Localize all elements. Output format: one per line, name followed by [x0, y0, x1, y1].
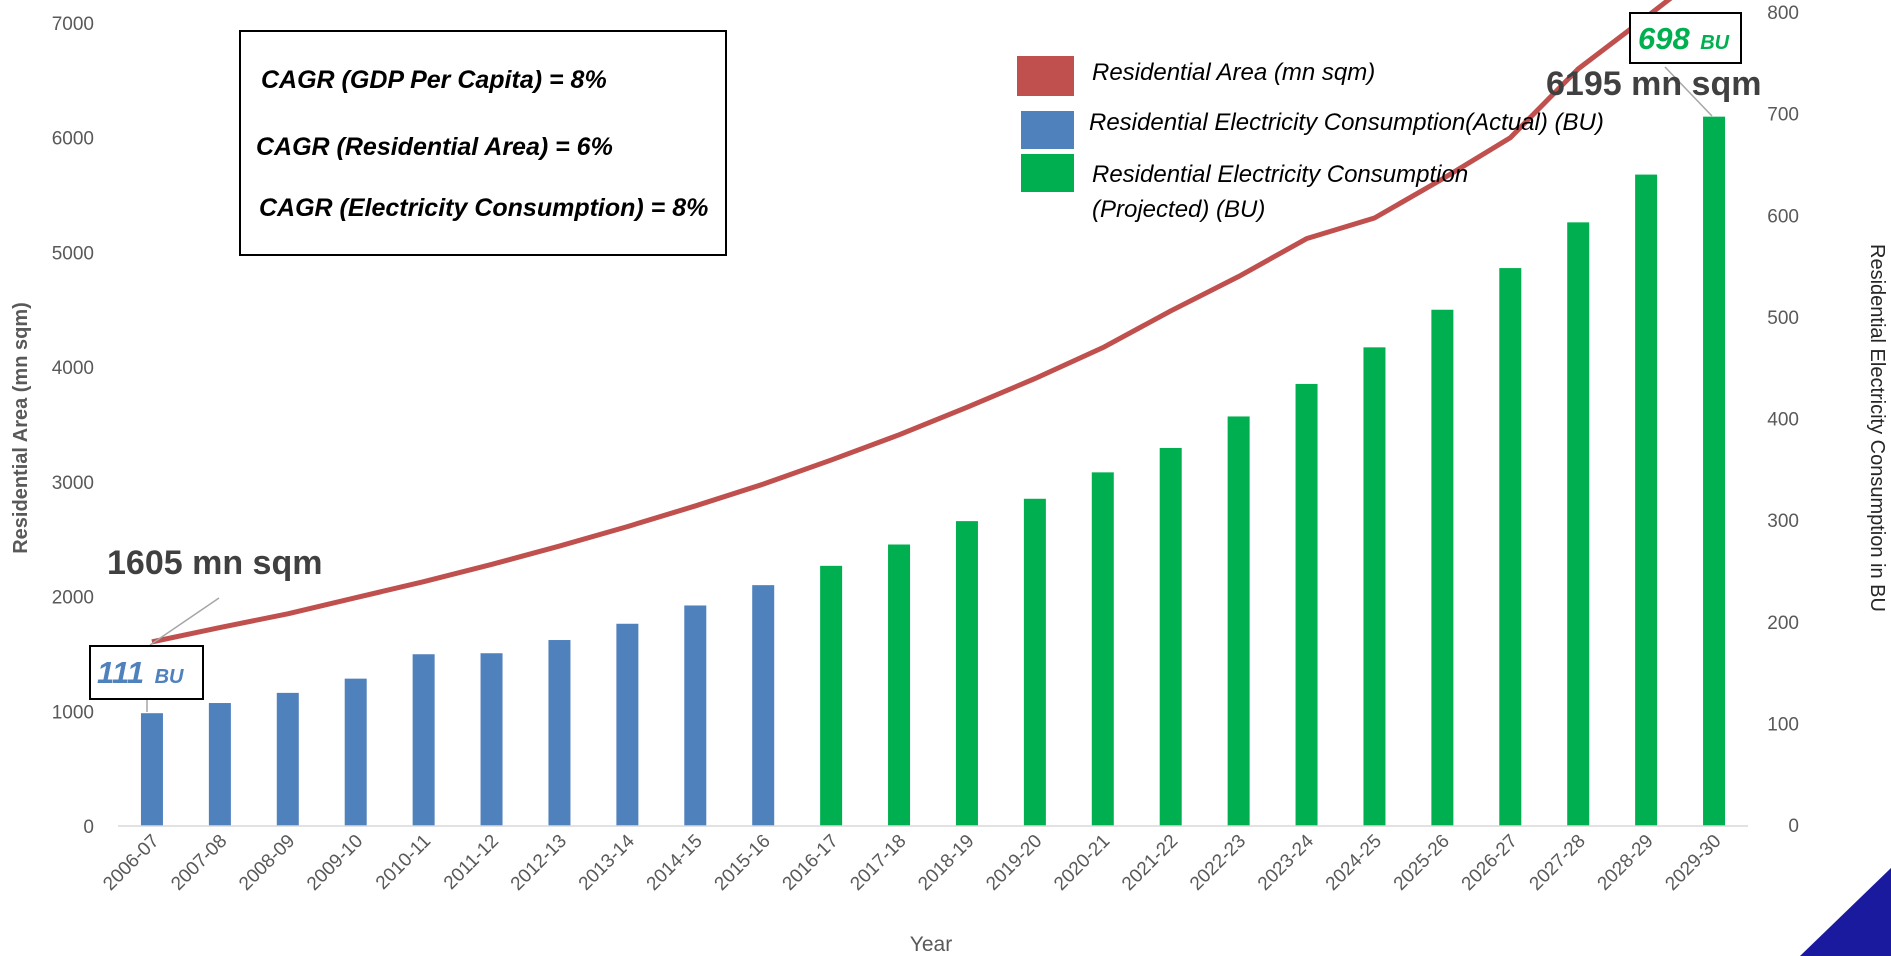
- residential-area-line: [151, 0, 1673, 645]
- bar-series: [140, 116, 1726, 827]
- x-tick-label: 2018-19: [914, 831, 978, 895]
- bar: [1703, 116, 1726, 827]
- y-tick-label: 7000: [52, 14, 94, 35]
- bar: [548, 640, 571, 826]
- x-tick-label: 2006-07: [99, 831, 163, 895]
- legend-swatch-actual: [1021, 111, 1074, 149]
- legend-label-projected-line2: (Projected) (BU): [1092, 196, 1265, 223]
- y-tick-label: 6000: [52, 129, 94, 150]
- bar: [1023, 498, 1046, 826]
- legend-label-projected-line1: Residential Electricity Consumption: [1092, 161, 1468, 188]
- y2-tick-label: 400: [1767, 410, 1799, 431]
- bar: [684, 605, 707, 826]
- bar: [1635, 174, 1658, 827]
- bar: [1295, 383, 1318, 826]
- legend-label-actual: Residential Electricity Consumption(Actu…: [1089, 109, 1604, 136]
- x-tick-label: 2022-23: [1186, 831, 1250, 895]
- x-tick-label: 2017-18: [846, 831, 910, 895]
- x-tick-label: 2016-17: [779, 831, 843, 895]
- y-axis-ticks: 0 1000 2000 3000 4000 5000 6000 7000: [52, 14, 94, 838]
- x-tick-label: 2019-20: [982, 831, 1046, 895]
- y2-tick-label: 800: [1767, 3, 1799, 24]
- x-tick-label: 2028-29: [1594, 831, 1658, 895]
- bar: [1091, 472, 1114, 826]
- end-bu-value: 698 BU: [1638, 21, 1730, 56]
- end-area-label: 6195 mn sqm: [1546, 65, 1761, 103]
- cagr-box-frame: [239, 30, 727, 256]
- y2-axis-title: Residential Electricity Consumption in B…: [1866, 244, 1888, 612]
- y2-tick-label: 100: [1767, 714, 1799, 735]
- bar: [820, 565, 843, 826]
- x-tick-label: 2023-24: [1254, 830, 1318, 894]
- y-tick-label: 3000: [52, 473, 94, 494]
- bar: [344, 678, 367, 826]
- bar: [1431, 309, 1454, 826]
- bar: [616, 623, 639, 826]
- x-tick-label: 2024-25: [1322, 831, 1386, 895]
- bar: [140, 713, 163, 826]
- bar: [955, 521, 978, 826]
- bar: [480, 653, 503, 826]
- x-tick-label: 2027-28: [1526, 831, 1590, 895]
- x-tick-label: 2015-16: [711, 831, 775, 895]
- y-axis-title: Residential Area (mn sqm): [10, 302, 32, 554]
- legend: Residential Area (mn sqm) Residential El…: [1017, 56, 1604, 223]
- y-tick-label: 4000: [52, 358, 94, 379]
- start-area-leader: [149, 597, 220, 646]
- legend-swatch-area: [1017, 56, 1074, 96]
- x-tick-label: 2014-15: [643, 831, 707, 895]
- y2-tick-label: 0: [1788, 816, 1799, 837]
- start-bu-value: 111 BU: [97, 655, 184, 690]
- y-tick-label: 1000: [52, 702, 94, 723]
- bar: [1363, 347, 1386, 826]
- x-tick-label: 2020-21: [1050, 831, 1114, 895]
- x-tick-label: 2025-26: [1390, 831, 1454, 895]
- bar: [1227, 416, 1250, 826]
- y-tick-label: 2000: [52, 588, 94, 609]
- bar: [752, 585, 775, 826]
- end-area-leader: [1664, 66, 1713, 117]
- bar: [1159, 447, 1182, 826]
- x-tick-label: 2011-12: [440, 831, 503, 894]
- corner-decoration: [1800, 868, 1891, 956]
- x-tick-label: 2010-11: [372, 831, 435, 894]
- bar: [888, 544, 911, 826]
- legend-label-area: Residential Area (mn sqm): [1092, 59, 1375, 86]
- bar: [412, 654, 435, 826]
- cagr-gdp: CAGR (GDP Per Capita) = 8%: [261, 66, 607, 94]
- x-tick-label: 2029-30: [1661, 831, 1725, 895]
- y2-tick-label: 500: [1767, 308, 1799, 329]
- bar: [1567, 222, 1590, 826]
- bar: [1499, 268, 1522, 826]
- bar: [276, 692, 299, 826]
- y2-tick-label: 300: [1767, 511, 1799, 532]
- x-tick-label: 2007-08: [167, 831, 231, 895]
- x-tick-label: 2008-09: [235, 831, 299, 895]
- y2-tick-label: 700: [1767, 105, 1799, 126]
- start-bu-box: [89, 645, 204, 700]
- x-tick-label: 2012-13: [507, 831, 571, 895]
- cagr-electricity: CAGR (Electricity Consumption) = 8%: [259, 194, 708, 222]
- y2-tick-label: 200: [1767, 613, 1799, 634]
- bar: [208, 703, 231, 826]
- x-tick-label: 2009-10: [303, 831, 367, 895]
- x-axis-ticks: 2006-07 2007-08 2008-09 2009-10 2010-11 2011-…: [99, 830, 1725, 894]
- start-area-label: 1605 mn sqm: [107, 544, 322, 582]
- y2-tick-label: 600: [1767, 206, 1799, 227]
- y2-axis-ticks: 0 100 200 300 400 500 600 700 800: [1767, 3, 1799, 837]
- x-tick-label: 2021-22: [1118, 831, 1182, 895]
- x-axis-title: Year: [910, 933, 952, 956]
- start-annotation: 1605 mn sqm 111 BU: [89, 544, 322, 712]
- end-bu-box: [1629, 12, 1742, 64]
- x-tick-label: 2013-14: [575, 830, 639, 894]
- x-tick-label: 2026-27: [1458, 831, 1522, 895]
- end-annotation: 698 BU 6195 mn sqm: [1546, 12, 1761, 117]
- cagr-box: CAGR (GDP Per Capita) = 8% CAGR (Residen…: [239, 30, 727, 256]
- y-tick-label: 0: [83, 817, 94, 838]
- cagr-residential-area: CAGR (Residential Area) = 6%: [256, 133, 613, 161]
- y-tick-label: 5000: [52, 243, 94, 264]
- legend-swatch-projected: [1021, 154, 1074, 192]
